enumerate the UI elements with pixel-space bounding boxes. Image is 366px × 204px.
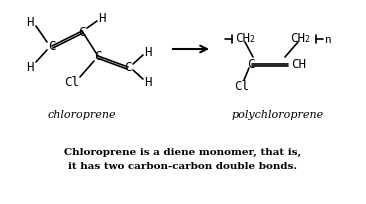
Text: C: C (94, 50, 102, 63)
Text: 2: 2 (304, 35, 309, 44)
Text: n: n (325, 35, 332, 45)
Text: H: H (144, 76, 152, 89)
Text: H: H (98, 11, 106, 24)
Text: CH: CH (291, 58, 306, 71)
Text: C: C (78, 25, 86, 38)
Text: H: H (144, 45, 152, 58)
Text: H: H (26, 16, 34, 28)
Text: C: C (247, 58, 255, 71)
Text: C: C (48, 40, 56, 53)
Text: Chloroprene is a diene monomer, that is,: Chloroprene is a diene monomer, that is, (64, 147, 302, 156)
Text: it has two carbon-carbon double bonds.: it has two carbon-carbon double bonds. (68, 161, 298, 170)
Text: Cl: Cl (64, 76, 79, 89)
Text: polychloroprene: polychloroprene (232, 110, 324, 119)
Text: Cl: Cl (235, 80, 250, 93)
Text: C: C (124, 61, 132, 74)
Text: chloroprene: chloroprene (48, 110, 116, 119)
Text: CH: CH (235, 31, 250, 44)
Text: CH: CH (290, 31, 305, 44)
Text: 2: 2 (249, 35, 254, 44)
Text: H: H (26, 61, 34, 74)
